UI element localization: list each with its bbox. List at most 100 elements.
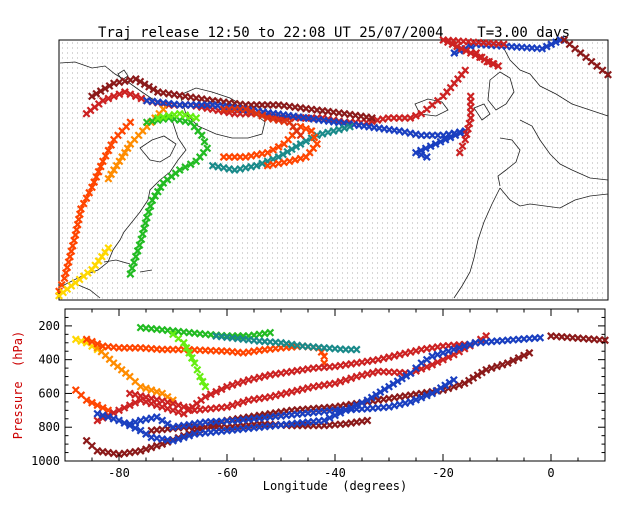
pressure-point xyxy=(115,416,123,425)
pressure-trajectories xyxy=(71,323,609,459)
pressure-point xyxy=(347,403,356,412)
pressure-point xyxy=(185,348,194,357)
map-point xyxy=(126,140,135,148)
coastline-africa xyxy=(453,187,609,299)
pressure-point xyxy=(282,389,291,397)
map-point xyxy=(450,49,459,57)
pressure-point xyxy=(115,406,123,415)
map-point xyxy=(367,114,376,122)
pressure-point xyxy=(385,382,393,391)
pressure-point xyxy=(266,328,275,337)
pressure-point xyxy=(401,349,410,358)
pressure-point xyxy=(193,365,202,374)
map-point xyxy=(310,133,319,142)
map-point xyxy=(258,149,267,158)
pressure-point xyxy=(464,376,473,385)
pressure-point xyxy=(131,398,140,407)
map-point xyxy=(192,114,201,122)
pressure-point xyxy=(82,396,91,405)
map-point xyxy=(400,128,409,137)
pressure-point xyxy=(498,360,507,369)
pressure-point xyxy=(233,379,242,388)
map-point xyxy=(426,142,435,151)
pressure-point xyxy=(422,391,431,400)
map-series-3 xyxy=(455,92,475,157)
pressure-point xyxy=(136,416,145,425)
map-point xyxy=(63,263,72,272)
map-point xyxy=(307,127,316,135)
map-point xyxy=(406,129,415,138)
map-point xyxy=(225,164,234,173)
map-point xyxy=(441,135,450,144)
map-series-5 xyxy=(439,36,508,70)
pressure-point xyxy=(417,393,426,402)
pressure-point xyxy=(233,399,242,408)
pressure-point xyxy=(163,419,172,428)
pressure-series-3 xyxy=(71,386,113,415)
map-point xyxy=(542,42,551,51)
map-point xyxy=(247,151,256,160)
pressure-point xyxy=(525,348,534,357)
x-tick-label: -60 xyxy=(216,466,238,480)
map-point xyxy=(458,142,467,151)
map-point xyxy=(105,81,114,90)
pressure-point xyxy=(136,382,145,391)
map-point xyxy=(131,75,140,83)
pressure-point xyxy=(376,388,385,397)
pressure-point xyxy=(469,373,478,382)
map-point xyxy=(280,158,289,167)
map-point xyxy=(94,167,103,176)
map-series-12 xyxy=(208,122,354,174)
pressure-panel: -80 -60 -40 -20 0 200 400 600 800 1000 Longitude … xyxy=(11,308,609,493)
map-point xyxy=(464,124,472,133)
map-point xyxy=(109,135,118,144)
map-point xyxy=(55,291,63,300)
map-point xyxy=(130,258,139,267)
pressure-point xyxy=(239,377,248,386)
pressure-axes: -80 -60 -40 -20 0 200 400 600 800 1000 xyxy=(31,308,606,480)
pressure-point xyxy=(163,398,172,407)
pressure-point xyxy=(367,393,376,402)
coastline-labrador xyxy=(139,135,177,163)
map-point xyxy=(141,219,150,228)
pressure-point xyxy=(147,443,156,452)
map-frame xyxy=(58,39,609,301)
map-point xyxy=(68,241,77,250)
pressure-point xyxy=(412,346,420,355)
map-point xyxy=(98,96,107,105)
coastline-greenland xyxy=(179,87,266,139)
pressure-point xyxy=(158,416,167,425)
pressure-point xyxy=(93,339,102,348)
pressure-point xyxy=(104,413,113,422)
map-point xyxy=(457,44,466,53)
map-point xyxy=(241,153,250,161)
pressure-point xyxy=(363,416,372,425)
map-point xyxy=(494,62,503,70)
map-point xyxy=(252,109,261,118)
map-point xyxy=(92,89,101,98)
pressure-point xyxy=(287,387,296,396)
map-series-1 xyxy=(87,75,376,122)
map-point xyxy=(123,144,132,153)
map-point xyxy=(431,140,440,148)
map-point xyxy=(263,114,272,122)
pressure-point xyxy=(187,354,196,362)
pressure-point xyxy=(190,359,199,368)
pressure-point xyxy=(460,379,469,388)
pressure-point xyxy=(379,354,388,363)
map-point xyxy=(149,85,158,94)
map-point xyxy=(115,78,124,87)
pressure-point xyxy=(320,352,329,361)
map-point xyxy=(61,268,70,277)
pressure-point xyxy=(228,401,237,410)
pressure-point xyxy=(406,397,415,406)
pressure-point xyxy=(385,402,393,411)
map-point xyxy=(247,107,256,116)
map-point xyxy=(175,109,184,118)
pressure-point xyxy=(389,380,398,388)
map-point xyxy=(118,153,127,161)
pressure-point xyxy=(206,390,215,399)
map-point xyxy=(181,163,190,172)
map-point xyxy=(373,116,382,125)
